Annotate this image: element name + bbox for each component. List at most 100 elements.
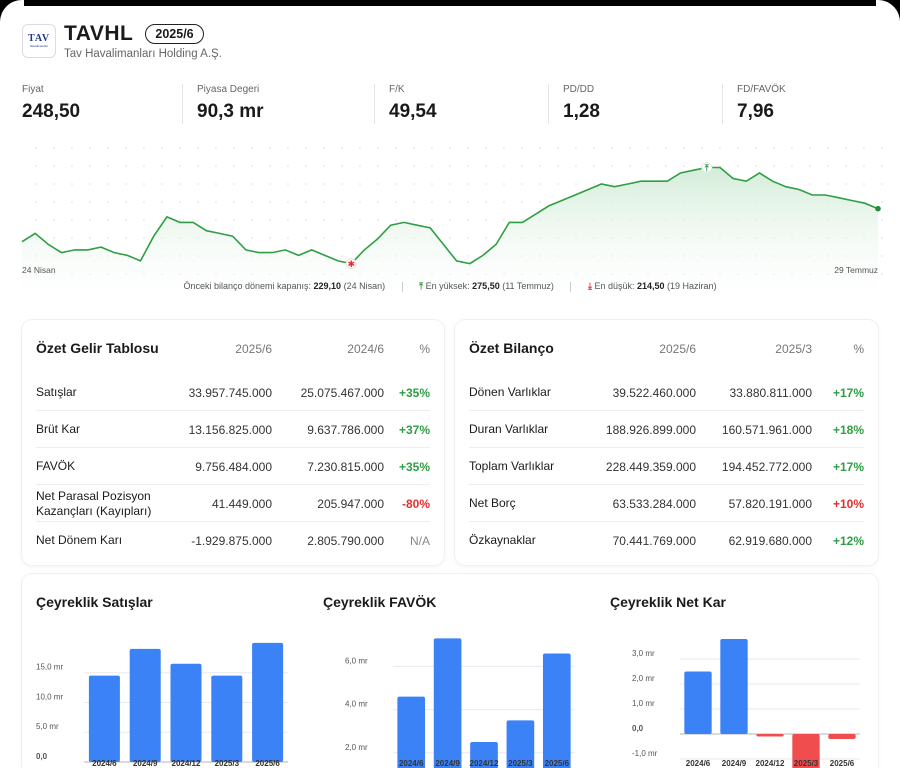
grid-dot [305, 219, 307, 221]
bar-2024/12[interactable] [756, 734, 784, 737]
logo-text: TAV [27, 33, 51, 44]
grid-dot [197, 165, 199, 167]
grid-dot [413, 201, 415, 203]
low-arrow-icon: ⤓ [587, 281, 592, 291]
grid-dot [71, 201, 73, 203]
period-selector[interactable]: 2025/6 [145, 24, 204, 44]
grid-dot [359, 183, 361, 185]
price-area [22, 167, 878, 300]
grid-dot [665, 147, 667, 149]
grid-dot [683, 165, 685, 167]
x-tick-label: 2025/6 [545, 759, 570, 768]
row-change: +37% [398, 422, 430, 437]
grid-dot [503, 183, 505, 185]
bar-2025/3[interactable] [211, 675, 243, 762]
bar-2024/9[interactable] [129, 648, 161, 762]
bar-2024/6[interactable] [684, 671, 712, 735]
grid-dot [323, 237, 325, 239]
grid-dot [377, 147, 379, 149]
grid-dot [575, 165, 577, 167]
grid-dot [161, 165, 163, 167]
grid-dot [161, 147, 163, 149]
grid-dot [143, 183, 145, 185]
grid-dot [521, 183, 523, 185]
logo-subtext: Havalimanları [29, 44, 49, 48]
grid-dot [665, 165, 667, 167]
x-tick-label: 2025/3 [508, 759, 533, 768]
grid-dot [485, 201, 487, 203]
grid-dot [71, 237, 73, 239]
grid-dot [557, 183, 559, 185]
row-label: Net Dönem Karı [36, 533, 123, 547]
bar-2025/3[interactable] [506, 720, 535, 768]
high-arrow-icon: ⤒ [419, 281, 424, 291]
row-value-previous: 7.230.815.000 [307, 459, 384, 474]
y-tick-label: 6,0 mr [345, 656, 368, 665]
grid-dot [449, 165, 451, 167]
y-tick-label: 10,0 mr [36, 692, 63, 701]
grid-dot [467, 255, 469, 257]
y-tick-label: 2,0 mr [632, 674, 655, 683]
x-tick-label: 2024/6 [686, 759, 711, 768]
grid-dot [413, 165, 415, 167]
grid-dot [827, 165, 829, 167]
grid-dot [89, 183, 91, 185]
grid-dot [557, 165, 559, 167]
grid-dot [431, 201, 433, 203]
table-row: Toplam Varlıklar 228.449.359.000 194.452… [469, 448, 864, 485]
grid-dot [593, 183, 595, 185]
row-label: FAVÖK [36, 459, 76, 473]
grid-dot [449, 147, 451, 149]
grid-dot [467, 183, 469, 185]
grid-dot [845, 183, 847, 185]
grid-dot [863, 165, 865, 167]
bar-2024/6[interactable] [397, 696, 426, 768]
grid-dot [395, 219, 397, 221]
grid-dot [575, 147, 577, 149]
grid-dot [35, 219, 37, 221]
grid-dot [683, 147, 685, 149]
grid-dot [269, 201, 271, 203]
x-tick-label: 2024/12 [172, 759, 201, 768]
low-marker: ✱ [345, 258, 357, 270]
bar-2024/6[interactable] [88, 675, 120, 762]
grid-dot [161, 219, 163, 221]
grid-dot [35, 165, 37, 167]
price-chart[interactable]: ⤒ ✱ [0, 140, 900, 300]
bar-2024/9[interactable] [720, 639, 748, 734]
grid-dot [107, 183, 109, 185]
bar-2025/3[interactable] [792, 734, 820, 768]
row-value-current: 33.957.745.000 [188, 385, 272, 400]
bar-2025/6[interactable] [828, 734, 856, 739]
stat-label: PD/DD [563, 84, 595, 95]
grid-dot [53, 165, 55, 167]
grid-dot [881, 273, 883, 275]
grid-dot [215, 165, 217, 167]
x-tick-label: 2024/9 [133, 759, 158, 768]
grid-dot [503, 219, 505, 221]
y-tick-label: -1,0 mr [632, 749, 658, 758]
row-label: Toplam Varlıklar [469, 459, 555, 473]
grid-dot [125, 201, 127, 203]
row-value-current: 9.756.484.000 [195, 459, 272, 474]
bar-2024/12[interactable] [170, 663, 202, 762]
grid-dot [521, 201, 523, 203]
grid-dot [881, 147, 883, 149]
grid-dot [251, 219, 253, 221]
low-label: En düşük: [594, 281, 635, 291]
bar-2025/6[interactable] [252, 642, 284, 762]
grid-dot [557, 147, 559, 149]
table-row: Dönen Varlıklar 39.522.460.000 33.880.81… [469, 374, 864, 411]
bar-2024/12[interactable] [470, 742, 498, 768]
row-change: +18% [832, 422, 864, 437]
grid-dot [287, 219, 289, 221]
grid-dot [863, 183, 865, 185]
row-change: +17% [832, 385, 864, 400]
x-tick-label: 2025/3 [215, 759, 240, 768]
stat-pb: PD/DD 1,28 [548, 84, 722, 124]
grid-dot [467, 219, 469, 221]
bar-2025/6[interactable] [542, 653, 571, 768]
bar-2024/9[interactable] [433, 638, 462, 768]
row-value-current: 41.449.000 [211, 496, 272, 511]
grid-dot [413, 183, 415, 185]
